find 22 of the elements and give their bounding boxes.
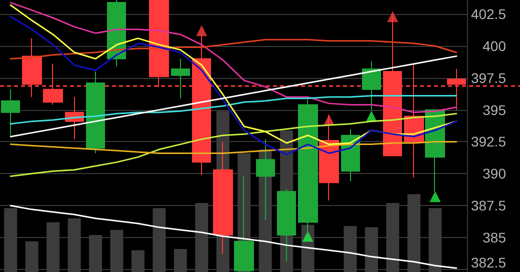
line-series	[10, 38, 458, 60]
point	[302, 230, 314, 242]
line-series	[10, 55, 458, 138]
point	[196, 25, 208, 36]
y-tick-label: 402.5	[470, 6, 506, 22]
y-tick-label: 382.5	[470, 254, 506, 270]
y-tick-label: 385	[482, 230, 506, 246]
candlestick	[362, 60, 381, 110]
candlestick	[1, 88, 20, 136]
line-series	[10, 2, 458, 114]
line-series	[10, 204, 458, 269]
y-tick-label: 387.5	[470, 198, 506, 214]
line-series	[10, 95, 458, 125]
line-series	[10, 140, 458, 154]
y-tick-label: 392.5	[470, 134, 506, 150]
candlestick	[171, 58, 190, 99]
candlestick	[86, 71, 105, 154]
y-tick-label: 400	[482, 38, 506, 54]
y-tick-label: 390	[482, 166, 506, 182]
y-tick-label: 397.5	[470, 70, 506, 86]
y-tick-label: 395	[482, 102, 506, 118]
point	[430, 191, 441, 202]
